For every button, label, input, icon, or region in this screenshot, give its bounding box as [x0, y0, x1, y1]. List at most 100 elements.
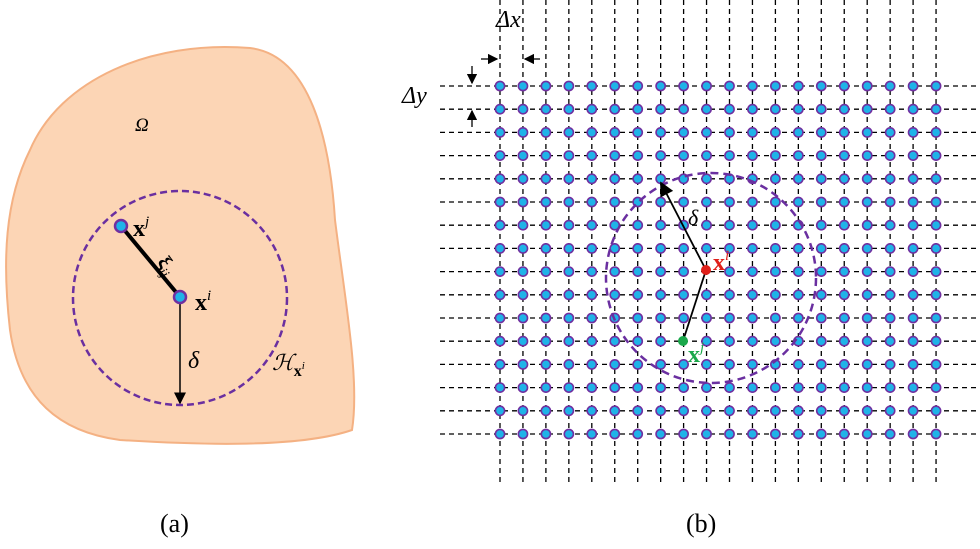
material-point — [724, 196, 735, 208]
material-point — [632, 335, 644, 347]
material-point — [701, 382, 712, 393]
material-point — [517, 266, 529, 277]
material-point — [609, 126, 621, 138]
material-point — [540, 242, 552, 254]
material-point — [930, 242, 942, 254]
particle-grid — [440, 0, 976, 482]
material-point — [724, 289, 735, 301]
node-xj-b — [678, 336, 688, 346]
material-point — [861, 335, 873, 347]
material-point — [586, 242, 598, 254]
material-point — [907, 242, 919, 254]
material-point — [494, 335, 506, 347]
material-point — [884, 196, 896, 208]
caption-b: (b) — [686, 509, 716, 538]
material-point — [517, 242, 529, 254]
material-point — [655, 405, 667, 417]
material-point — [770, 289, 781, 301]
material-point — [838, 150, 850, 161]
material-point — [632, 219, 644, 231]
material-point — [792, 358, 804, 370]
material-point — [609, 150, 621, 161]
material-point — [838, 266, 850, 277]
material-point — [838, 382, 850, 393]
material-point — [792, 103, 804, 115]
material-point — [792, 312, 804, 324]
material-point — [678, 103, 689, 115]
material-point — [884, 405, 896, 417]
material-point — [747, 80, 758, 92]
material-point — [655, 150, 667, 161]
material-point — [724, 358, 735, 370]
material-point — [655, 312, 667, 324]
material-point — [678, 242, 689, 254]
material-point — [563, 126, 575, 138]
material-point — [655, 358, 667, 370]
material-point — [540, 428, 552, 440]
material-point — [838, 335, 850, 347]
material-point — [701, 219, 712, 231]
domain-omega — [5, 46, 356, 445]
material-point — [563, 266, 575, 277]
material-point — [701, 312, 712, 324]
material-point — [930, 196, 942, 208]
material-point — [678, 266, 689, 277]
material-point — [701, 80, 712, 92]
material-point — [747, 126, 758, 138]
material-point — [861, 173, 873, 185]
material-point — [494, 358, 506, 370]
material-point — [586, 335, 598, 347]
material-point — [884, 312, 896, 324]
node-xi-a — [172, 289, 188, 305]
material-point — [724, 219, 735, 231]
material-point — [540, 196, 552, 208]
material-point — [655, 103, 667, 115]
delta-arrow-b — [660, 181, 707, 271]
material-point — [747, 266, 758, 277]
material-point — [563, 382, 575, 393]
material-point — [838, 312, 850, 324]
bond-line-b — [682, 269, 707, 342]
material-point — [861, 80, 873, 92]
material-point — [792, 150, 804, 161]
material-point — [724, 428, 735, 440]
material-point — [494, 382, 506, 393]
material-point — [517, 428, 529, 440]
material-point — [792, 405, 804, 417]
material-point — [815, 405, 827, 417]
material-point — [930, 80, 942, 92]
material-point — [586, 266, 598, 277]
material-point — [609, 382, 621, 393]
material-point — [701, 173, 712, 185]
material-point — [838, 196, 850, 208]
material-point — [724, 80, 735, 92]
material-point — [747, 150, 758, 161]
material-point — [884, 358, 896, 370]
material-point — [815, 103, 827, 115]
material-point — [494, 289, 506, 301]
material-point — [632, 150, 644, 161]
material-point — [838, 405, 850, 417]
material-point — [540, 289, 552, 301]
material-point — [632, 242, 644, 254]
material-point — [930, 335, 942, 347]
material-point — [655, 382, 667, 393]
material-point — [792, 242, 804, 254]
material-point — [907, 405, 919, 417]
material-point — [701, 405, 712, 417]
material-point — [678, 80, 689, 92]
material-point — [494, 219, 506, 231]
material-point — [838, 428, 850, 440]
material-point — [586, 219, 598, 231]
material-point — [861, 266, 873, 277]
material-point — [815, 289, 827, 301]
material-point — [494, 80, 506, 92]
material-point — [747, 196, 758, 208]
material-point — [517, 196, 529, 208]
material-point — [907, 173, 919, 185]
material-point — [494, 266, 506, 277]
material-point — [540, 266, 552, 277]
material-point — [494, 242, 506, 254]
material-point — [655, 173, 667, 185]
